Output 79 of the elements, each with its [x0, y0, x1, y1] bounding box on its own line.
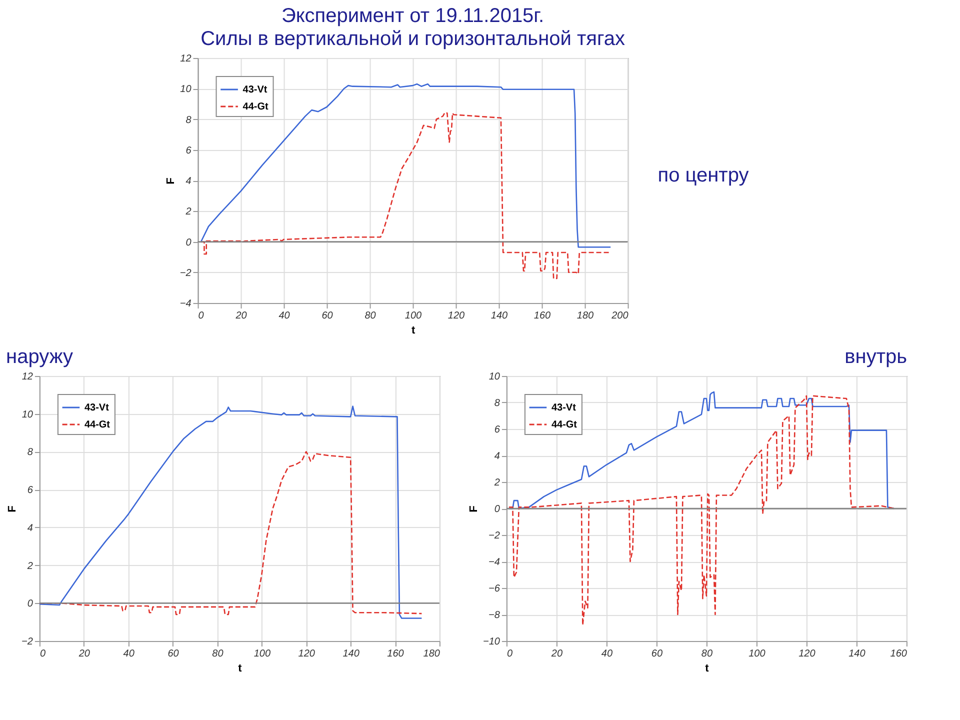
- legend-label: 44-Gt: [84, 420, 111, 430]
- y-tick-label: 10: [488, 372, 500, 382]
- x-tick-label: 100: [254, 648, 271, 660]
- x-tick-label: 160: [387, 648, 404, 660]
- y-axis-title: F: [468, 505, 480, 512]
- x-tick-label: 160: [890, 648, 908, 660]
- x-tick-label: 0: [40, 648, 46, 660]
- y-tick-label: −2: [22, 636, 34, 648]
- x-tick-label: 140: [490, 310, 508, 322]
- x-tick-label: 0: [506, 648, 513, 660]
- x-tick-label: 60: [168, 648, 180, 660]
- y-tick-label: 0: [27, 598, 34, 610]
- y-tick-label: 12: [180, 54, 192, 64]
- x-tick-label: 180: [423, 648, 440, 660]
- x-tick-label: 140: [848, 648, 866, 660]
- y-tick-label: 4: [494, 451, 500, 462]
- y-tick-label: 2: [493, 478, 500, 488]
- y-tick-label: 8: [494, 398, 500, 409]
- chart-subtitle: Силы в вертикальной и горизонтальной тягах: [200, 28, 625, 50]
- x-tick-label: 0: [198, 310, 204, 322]
- y-tick-label: −6: [488, 584, 500, 594]
- legend-label: 44-Gt: [242, 102, 269, 112]
- x-tick-label: 160: [534, 310, 552, 322]
- x-tick-label: 40: [601, 648, 613, 660]
- y-tick-label: 12: [22, 372, 34, 382]
- x-tick-label: 140: [342, 648, 360, 660]
- line-series: [38, 406, 422, 619]
- line-series: [200, 83, 612, 248]
- y-tick-label: 0: [186, 237, 192, 248]
- x-tick-label: 100: [404, 310, 422, 322]
- legend-label: 43-Vt: [84, 402, 110, 414]
- legend-label: 44-Gt: [551, 420, 578, 430]
- x-tick-label: 120: [298, 648, 316, 660]
- y-tick-label: 4: [27, 522, 34, 534]
- x-axis-title: t: [705, 662, 710, 674]
- y-tick-label: 2: [184, 206, 192, 218]
- x-tick-label: 120: [448, 310, 466, 322]
- x-tick-label: 60: [322, 310, 334, 322]
- x-tick-label: 80: [701, 648, 713, 660]
- line-series: [38, 451, 422, 616]
- line-series: [508, 395, 895, 626]
- y-tick-label: 10: [22, 409, 34, 420]
- y-tick-label: 4: [186, 176, 192, 187]
- x-tick-label: 40: [278, 310, 290, 322]
- x-tick-label: 20: [234, 310, 248, 322]
- x-axis-title: t: [411, 324, 416, 336]
- x-tick-label: 20: [78, 648, 90, 660]
- y-axis-title: F: [164, 177, 177, 184]
- chart-title: наружу: [6, 346, 73, 368]
- y-tick-label: −4: [488, 557, 500, 568]
- legend-label: 43-Vt: [551, 402, 577, 414]
- x-tick-label: 20: [550, 648, 563, 660]
- y-tick-label: 6: [494, 424, 500, 436]
- y-tick-label: −2: [180, 268, 192, 279]
- y-axis-title: F: [6, 505, 19, 512]
- x-axis-title: t: [238, 662, 242, 674]
- y-tick-label: 0: [494, 504, 500, 515]
- x-tick-label: 120: [798, 648, 816, 660]
- x-tick-label: 80: [364, 310, 376, 322]
- y-tick-label: −4: [180, 298, 192, 310]
- y-tick-label: 2: [26, 560, 34, 572]
- x-tick-label: 100: [748, 648, 766, 660]
- x-tick-label: 180: [576, 310, 594, 322]
- x-tick-label: 200: [610, 310, 629, 322]
- text: по центру: [658, 164, 749, 187]
- y-tick-label: 8: [186, 114, 192, 126]
- y-tick-label: 6: [27, 485, 34, 496]
- legend-label: 43-Vt: [242, 84, 268, 96]
- y-tick-label: −8: [488, 610, 500, 621]
- y-tick-label: −2: [488, 530, 500, 542]
- y-tick-label: −10: [482, 636, 500, 648]
- x-tick-label: 40: [123, 648, 135, 660]
- y-tick-label: 8: [27, 447, 34, 458]
- x-tick-label: 60: [651, 648, 663, 660]
- chart-title: внутрь: [844, 346, 908, 368]
- chart-title: Эксперимент от 19.11.2015г.: [281, 5, 544, 27]
- y-tick-label: 6: [186, 145, 192, 156]
- y-tick-label: 10: [180, 84, 192, 96]
- x-tick-label: 80: [212, 648, 224, 660]
